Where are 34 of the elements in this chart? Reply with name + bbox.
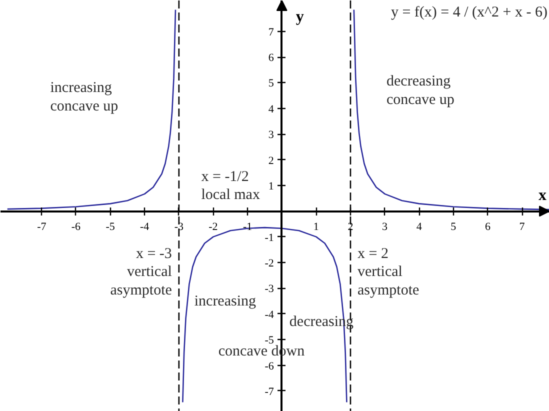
x-axis-title: x bbox=[538, 187, 546, 204]
x-tick-label: 4 bbox=[416, 221, 422, 234]
annotation: x = -1/2 local max bbox=[201, 168, 260, 204]
x-tick-label: -5 bbox=[106, 221, 116, 234]
x-tick-label: -2 bbox=[208, 221, 218, 234]
y-tick-label: -7 bbox=[264, 386, 274, 398]
y-tick-label: -4 bbox=[264, 308, 274, 321]
annotation: increasing bbox=[194, 293, 257, 310]
y-tick-label: 7 bbox=[268, 26, 274, 38]
x-tick-label: 7 bbox=[519, 221, 526, 234]
x-tick-label: -6 bbox=[71, 221, 82, 234]
y-tick-label: -2 bbox=[264, 258, 274, 270]
x-tick-label: 6 bbox=[484, 221, 491, 234]
y-axis-title: y bbox=[296, 8, 304, 26]
y-tick-label: 6 bbox=[268, 52, 274, 64]
y-tick-label: -5 bbox=[264, 334, 274, 347]
y-tick-label: 4 bbox=[268, 103, 274, 116]
chart-title: y = f(x) = 4 / (x^2 + x - 6) bbox=[390, 4, 548, 20]
x-tick-label: 5 bbox=[450, 221, 457, 234]
ref-line-label: x = -3 vertical asymptote bbox=[110, 246, 172, 299]
x-tick-label: -7 bbox=[37, 221, 47, 234]
y-tick-label: -3 bbox=[264, 283, 274, 296]
ref-line-label: x = 2 vertical asymptote bbox=[357, 246, 420, 299]
annotation: decreasing concave up bbox=[386, 74, 454, 108]
y-tick-label: 2 bbox=[268, 154, 274, 167]
y-tick-label: 5 bbox=[268, 78, 274, 90]
y-tick-label: 3 bbox=[268, 129, 274, 142]
x-tick-label: 1 bbox=[313, 221, 319, 234]
y-tick-label: 1 bbox=[268, 180, 274, 192]
y-tick-label: -6 bbox=[264, 360, 274, 372]
y-tick-label: -1 bbox=[264, 232, 274, 244]
x-tick-label: 3 bbox=[382, 221, 388, 234]
x-tick-label: -4 bbox=[140, 221, 150, 234]
annotation: increasing concave up bbox=[50, 80, 118, 115]
